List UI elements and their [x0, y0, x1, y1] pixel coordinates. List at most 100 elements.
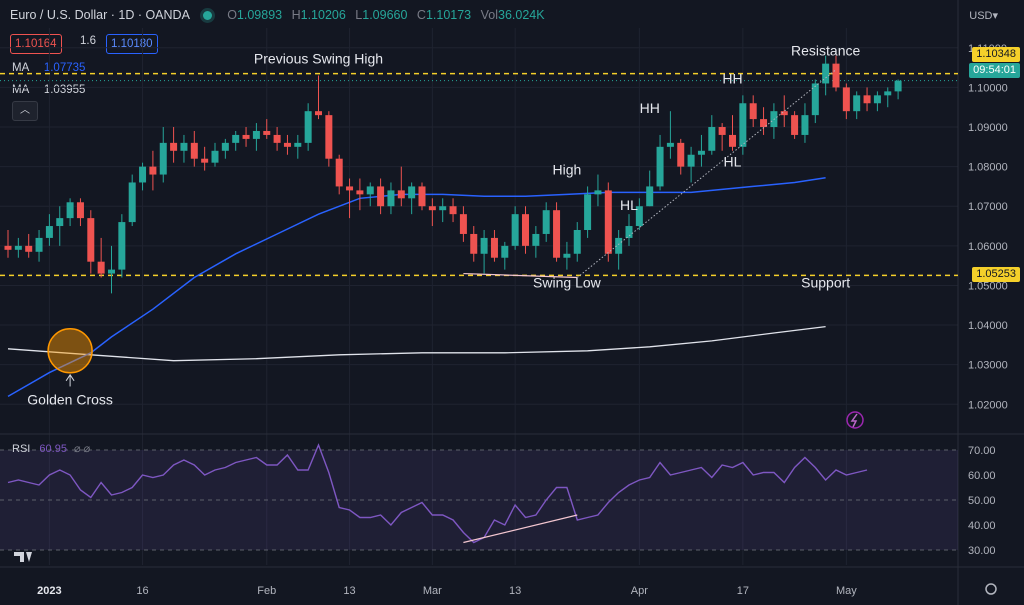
candle-body	[190, 142, 198, 159]
candle-body	[232, 134, 240, 143]
candle-body	[366, 186, 374, 195]
candle-body	[501, 245, 509, 258]
candle-body	[490, 237, 498, 258]
ma-fast-legend[interactable]: MA 1.07735	[12, 62, 86, 74]
rsi-tick-label: 40.00	[968, 520, 996, 532]
close-value: 1.10173	[425, 8, 472, 22]
candle-body	[294, 142, 302, 147]
candle-body	[439, 206, 447, 211]
candle-body	[697, 150, 705, 155]
candle-body	[180, 142, 188, 151]
candle-body	[708, 127, 716, 151]
candle-body	[387, 190, 395, 207]
candle-body	[584, 194, 592, 230]
candle-body	[263, 130, 271, 135]
time-tick-label: Feb	[257, 585, 276, 597]
collapse-legend-button[interactable]: ︿	[12, 101, 38, 121]
golden-cross-marker	[47, 328, 93, 374]
candle-body	[304, 111, 312, 143]
candle-body	[884, 91, 892, 96]
rsi-tick-label: 60.00	[968, 470, 996, 482]
uptrend-line	[576, 69, 837, 278]
candle-body	[408, 186, 416, 199]
candle-body	[480, 237, 488, 254]
candle-body	[801, 115, 809, 135]
candle-body	[315, 111, 322, 116]
market-status-dot	[202, 11, 212, 20]
candle-body	[542, 210, 550, 234]
candle-body	[749, 103, 757, 120]
candle-body	[718, 127, 726, 135]
symbol-title[interactable]: Euro / U.S. Dollar · 1D · OANDA	[10, 8, 190, 22]
candle-body	[760, 119, 768, 128]
candle-body	[729, 134, 736, 147]
candle-body	[791, 115, 799, 135]
candle-body	[625, 226, 633, 238]
candle-body	[666, 142, 674, 147]
lightning-bolt-icon	[850, 413, 858, 428]
candle-body	[832, 63, 840, 88]
candle-body	[87, 218, 95, 262]
chart-annotation: Golden Cross	[27, 391, 113, 407]
rsi-legend[interactable]: RSI 60.95 ⌀ ⌀	[12, 443, 91, 455]
rsi-tick-label: 70.00	[968, 445, 996, 457]
spread-value: 1.6	[80, 35, 96, 47]
candle-body	[894, 80, 902, 92]
time-tick-label: Apr	[631, 585, 648, 597]
time-tick-label: 13	[343, 585, 355, 597]
candle-body	[283, 142, 291, 147]
settings-gear-icon	[985, 583, 997, 595]
swing-low-line	[463, 272, 578, 279]
candle-body	[170, 142, 178, 151]
rsi-tick-label: 30.00	[968, 545, 996, 557]
low-value: 1.09660	[362, 8, 408, 22]
candle-body	[459, 214, 467, 234]
time-tick-label: 17	[737, 585, 749, 597]
candle-body	[522, 214, 529, 246]
candle-body	[118, 222, 126, 270]
candle-body	[470, 233, 478, 254]
price-tick-label: 1.08000	[968, 162, 1008, 174]
candle-body	[449, 206, 457, 215]
sell-price-button[interactable]: 1.10164	[10, 34, 62, 54]
candle-body	[553, 210, 561, 258]
drawings	[47, 69, 837, 387]
candle-body	[604, 190, 612, 254]
time-axis: 2023 16 Feb 13 Mar 13 Apr 17 May	[37, 583, 997, 597]
time-tick-label: May	[836, 585, 857, 597]
currency-selector[interactable]: USD▾	[969, 10, 998, 22]
golden-cross-arrow-icon	[65, 373, 75, 382]
lightning-icon	[846, 411, 864, 429]
chart-annotation: HL	[620, 197, 638, 213]
candle-body	[811, 83, 819, 116]
candle-body	[242, 134, 250, 139]
candle-body	[66, 202, 74, 219]
candle-body	[428, 206, 436, 211]
rsi-band	[0, 450, 958, 550]
candle-body	[356, 190, 364, 195]
price-tick-label: 1.03000	[968, 360, 1008, 372]
chart-annotation: Support	[801, 274, 850, 290]
candle-body	[615, 237, 623, 254]
annotations: Previous Swing High Resistance HH HH High HL H…	[27, 43, 864, 429]
rsi-value: 60.95	[39, 443, 67, 455]
support-resistance-levels	[0, 72, 958, 277]
candle-body	[656, 146, 664, 187]
ma-fast-value: 1.07735	[43, 62, 86, 74]
ma-slow-line	[7, 325, 826, 362]
candle-body	[335, 158, 343, 187]
price-tick-label: 1.04000	[968, 320, 1008, 332]
price-tick-label: 1.07000	[968, 201, 1008, 213]
symbol-header: Euro / U.S. Dollar · 1D · OANDA O1.09893…	[10, 8, 545, 22]
candle-body	[377, 186, 385, 207]
candle-body	[863, 95, 871, 104]
chart-annotation: HH	[640, 100, 660, 116]
candle-body	[873, 95, 881, 104]
candle-body	[346, 186, 354, 191]
candle-body	[201, 158, 209, 163]
candle-body	[76, 202, 84, 219]
candle-body	[687, 154, 695, 167]
candle-body	[139, 166, 147, 183]
